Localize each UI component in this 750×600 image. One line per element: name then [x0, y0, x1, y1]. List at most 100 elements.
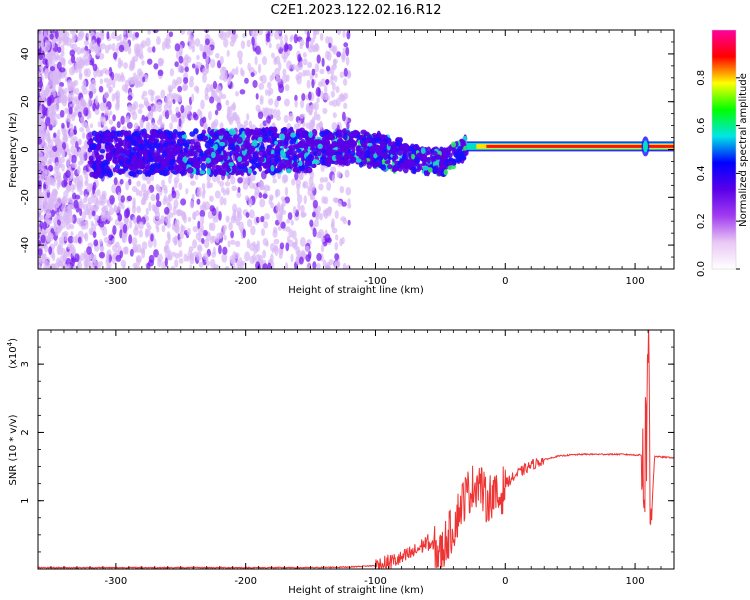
spectrogram-speckle — [153, 249, 159, 258]
spectrogram-speckle — [76, 183, 81, 192]
spectrogram-speckle — [165, 42, 170, 49]
spectrogram-speckle — [200, 99, 205, 110]
spectrogram-band-point — [260, 142, 265, 150]
spectrogram-speckle — [278, 84, 285, 94]
spectrogram-band-point — [313, 139, 319, 144]
spectrogram-speckle — [38, 48, 42, 55]
spectrogram-band-point — [88, 143, 95, 151]
spectrogram-speckle — [316, 231, 322, 239]
spectrogram-speckle — [132, 101, 139, 110]
spectrogram-speckle — [235, 91, 239, 97]
spectrogram-band-point — [403, 161, 409, 168]
snr-x-tick-label: 100 — [626, 576, 645, 587]
spectrogram-speckle — [144, 116, 149, 122]
spectrogram-speckle — [336, 51, 342, 58]
spectrogram-band-point — [223, 153, 228, 161]
spectrogram-speckle — [279, 242, 285, 250]
spectrogram-speckle — [299, 43, 303, 50]
spectrogram-speckle — [237, 186, 241, 193]
spectrogram-speckle — [216, 85, 222, 94]
spectrogram-speckle — [220, 186, 225, 193]
spectrogram-speckle — [44, 40, 49, 48]
spectrogram-band-point — [310, 163, 317, 168]
spectrogram-speckle — [161, 179, 166, 188]
spectrogram-band-point — [235, 170, 241, 176]
spectrogram-speckle — [212, 80, 218, 90]
spectrogram-speckle — [174, 93, 180, 102]
spectrogram-speckle — [79, 189, 83, 196]
spectrogram-band-point — [169, 159, 175, 167]
spectrogram-band-point — [380, 164, 387, 171]
spectrogram-speckle — [268, 42, 272, 49]
spectrogram-band-point — [384, 160, 391, 165]
spectrogram-band-point — [183, 148, 188, 154]
spectrogram-speckle — [87, 97, 92, 106]
spectrogram-speckle — [55, 257, 61, 268]
spectrogram-band-point — [128, 165, 135, 170]
spectrogram-band-point — [379, 140, 386, 148]
spectrogram-speckle — [323, 176, 329, 183]
spectrogram-speckle — [42, 168, 48, 179]
spectrogram-band-point — [299, 140, 303, 145]
spectrogram-y-axis: -40 -20 0 20 40 — [20, 29, 674, 270]
spectrogram-speckle — [180, 104, 185, 114]
spectrogram-speckle — [59, 221, 66, 229]
spectrogram-speckle — [177, 85, 183, 93]
spectrogram-speckle — [339, 186, 345, 194]
spectrogram-speckle — [311, 68, 316, 76]
spectrogram-speckle — [174, 43, 181, 52]
spectrogram-speckle — [194, 174, 199, 181]
spectrogram-speckle — [225, 215, 230, 223]
spectrogram-speckle — [128, 234, 133, 244]
spectrogram-speckle — [312, 261, 317, 269]
spectrogram-band-point — [274, 140, 279, 146]
spectrogram-speckle — [38, 80, 44, 88]
spectrogram-speckle — [250, 225, 256, 236]
spectrogram-speckle — [127, 30, 133, 39]
spectrogram-speckle — [215, 237, 220, 243]
spectrogram-speckle — [244, 77, 249, 84]
spectrogram-speckle — [248, 197, 253, 208]
spectrogram-speckle — [60, 93, 66, 103]
spectrogram-speckle — [209, 58, 216, 69]
spectrogram-y-tick-label: 20 — [20, 95, 31, 108]
spectrogram-speckle — [343, 42, 349, 48]
spectrogram-band-point — [228, 162, 235, 167]
spectrogram-speckle — [190, 180, 196, 186]
spectrogram-speckle — [324, 233, 331, 243]
spectrogram-speckle — [133, 72, 137, 79]
spectrogram-speckle — [297, 53, 302, 63]
spectrogram-speckle — [218, 244, 222, 255]
spectrogram-speckle — [294, 99, 298, 108]
spectrogram-speckle — [330, 75, 334, 86]
spectrogram-speckle — [227, 116, 233, 123]
spectrogram-speckle — [77, 230, 84, 239]
spectrogram-speckle — [287, 212, 293, 221]
spectrogram-speckle — [255, 45, 261, 55]
spectrogram-speckle — [78, 217, 85, 228]
spectrogram-speckle — [39, 132, 46, 140]
spectrogram-band-point — [114, 160, 119, 165]
spectrogram-speckle — [38, 248, 43, 257]
spectrogram-speckle — [222, 224, 228, 231]
spectrogram-speckle — [132, 197, 136, 206]
spectrogram-speckle — [323, 85, 328, 93]
spectrogram-band-point — [427, 167, 433, 173]
spectrogram-speckle — [343, 67, 348, 77]
spectrogram-speckle — [250, 72, 255, 78]
spectrogram-speckle — [60, 57, 66, 64]
spectrogram-speckle — [132, 216, 137, 224]
spectrogram-speckle — [174, 252, 180, 259]
spectrogram-band-point — [242, 164, 248, 173]
spectrogram-speckle — [230, 239, 236, 245]
spectrogram-band-point — [158, 146, 164, 152]
spectrogram-speckle — [108, 119, 114, 125]
spectrogram-speckle — [57, 46, 62, 53]
spectrogram-speckle — [47, 164, 54, 172]
spectrogram-band-point — [267, 154, 275, 160]
spectrogram-speckle — [174, 218, 180, 228]
spectrogram-speckle — [204, 38, 210, 46]
spectrogram-band-point — [95, 131, 100, 140]
spectrogram-band-point — [324, 138, 330, 146]
